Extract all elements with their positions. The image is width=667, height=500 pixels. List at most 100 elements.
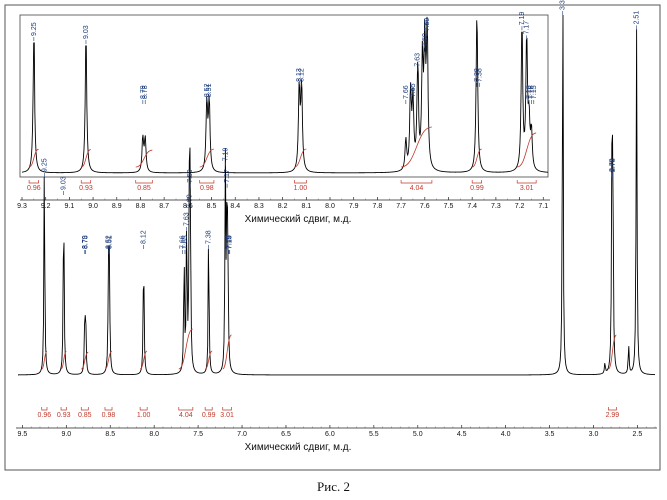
peak-label: 7.17: [524, 21, 531, 35]
x-tick-label: 7.2: [515, 203, 525, 210]
integral-bracket: [472, 180, 481, 183]
x-tick-label: 4.5: [457, 431, 467, 438]
x-tick-label: 8.2: [278, 203, 288, 210]
x-tick-label: 8.9: [112, 203, 122, 210]
integral-value-label: 0.96: [38, 412, 52, 419]
integral-bracket: [517, 180, 536, 183]
x-tick-label: 3.5: [545, 431, 555, 438]
integral-value-label: 0.96: [27, 185, 41, 192]
integral-value-label: 1.00: [137, 412, 151, 419]
peak-label: 7.19: [222, 147, 229, 161]
x-tick-label: 9.5: [18, 431, 28, 438]
peak-label: 2.78: [610, 158, 617, 172]
spectrum-trace: [22, 17, 548, 173]
x-tick-label: 9.3: [17, 203, 27, 210]
peak-label: 7.38: [206, 230, 213, 244]
integral-bracket: [61, 407, 66, 410]
full-spectrum-chart: 0.960.930.850.981.004.040.993.012.999.25…: [16, 0, 657, 453]
peak-label: 8.78: [83, 235, 90, 249]
integral-bracket: [294, 180, 306, 183]
x-tick-label: 2.5: [633, 431, 643, 438]
x-tick-label: 7.8: [373, 203, 383, 210]
integral-bracket: [29, 180, 38, 183]
peak-label: 8.12: [299, 68, 306, 82]
x-tick-label: 8.4: [230, 203, 240, 210]
integral-value-label: 0.85: [137, 185, 151, 192]
x-tick-label: 5.0: [413, 431, 423, 438]
integral-bracket: [223, 407, 232, 410]
x-tick-label: 7.5: [444, 203, 454, 210]
x-tick-label: 8.5: [207, 203, 217, 210]
peak-label: 2.51: [634, 11, 641, 25]
peak-label: 7.38: [476, 68, 483, 82]
spectrum-trace: [18, 15, 655, 375]
x-tick-label: 8.0: [325, 203, 335, 210]
peak-label: 7.66: [403, 85, 410, 99]
integral-value-label: 0.98: [102, 412, 116, 419]
x-tick-label: 8.0: [149, 431, 159, 438]
peak-label: 9.25: [31, 22, 38, 36]
x-tick-label: 6.0: [325, 431, 335, 438]
peak-label: 8.78: [142, 85, 149, 99]
integral-value-label: 2.99: [606, 412, 620, 419]
x-tick-label: 7.0: [237, 431, 247, 438]
peak-label: 8.51: [106, 235, 113, 249]
x-tick-label: 7.7: [396, 203, 406, 210]
integral-bracket: [608, 407, 616, 410]
integral-value-label: 0.93: [57, 412, 71, 419]
integral-value-label: 0.93: [79, 185, 93, 192]
x-tick-label: 8.5: [105, 431, 115, 438]
peak-label: 7.60: [422, 33, 429, 47]
peak-label: 7.17: [224, 169, 231, 183]
x-tick-label: 7.3: [491, 203, 501, 210]
integral-bracket: [179, 407, 193, 410]
integral-value-label: 0.99: [202, 412, 216, 419]
x-tick-label: 6.5: [281, 431, 291, 438]
integral-value-label: 4.04: [410, 185, 424, 192]
integral-value-label: 4.04: [179, 412, 193, 419]
peak-label: 7.63: [415, 53, 422, 67]
peak-label: 9.03: [61, 176, 68, 190]
integral-value-label: 3.01: [220, 412, 234, 419]
peak-label: 7.63: [184, 212, 191, 226]
peak-label: 7.15: [531, 85, 538, 99]
integral-bracket: [136, 180, 153, 183]
expansion-frame: [20, 15, 548, 177]
integral-bracket: [81, 180, 90, 183]
x-tick-label: 3.0: [589, 431, 599, 438]
x-tick-label: 8.3: [254, 203, 264, 210]
peak-label: 7.65: [410, 83, 417, 97]
peak-label: 3.35: [560, 0, 567, 10]
integral-bracket: [105, 407, 112, 410]
x-tick-label: 7.5: [193, 431, 203, 438]
integral-curve: [179, 329, 193, 369]
integral-value-label: 0.85: [78, 412, 92, 419]
peak-label: 8.51: [206, 83, 213, 97]
integral-bracket: [200, 180, 214, 183]
peak-label: 8.12: [141, 230, 148, 244]
integral-bracket: [42, 407, 47, 410]
x-tick-label: 7.6: [420, 203, 430, 210]
x-tick-label: 8.7: [159, 203, 169, 210]
peak-label: 9.25: [41, 158, 48, 172]
x-tick-label: 8.1: [301, 203, 311, 210]
integral-value-label: 0.98: [200, 185, 214, 192]
integral-value-label: 3.01: [520, 185, 534, 192]
x-tick-label: 5.5: [369, 431, 379, 438]
peak-label: 7.59: [424, 18, 431, 32]
peak-label: 7.65: [182, 235, 189, 249]
peak-label: 7.59: [187, 169, 194, 183]
integral-value-label: 0.99: [470, 185, 484, 192]
integral-bracket: [81, 407, 88, 410]
integral-bracket: [401, 180, 432, 183]
integral-bracket: [140, 407, 147, 410]
peak-label: 9.03: [83, 25, 90, 39]
peak-label: 7.60: [186, 194, 193, 208]
x-tick-label: 4.0: [501, 431, 511, 438]
peak-label: 7.15: [227, 235, 234, 249]
x-tick-label: 9.0: [61, 431, 71, 438]
x-tick-label: 9.2: [41, 203, 51, 210]
x-axis-title: Химический сдвиг, м.д.: [245, 214, 352, 225]
